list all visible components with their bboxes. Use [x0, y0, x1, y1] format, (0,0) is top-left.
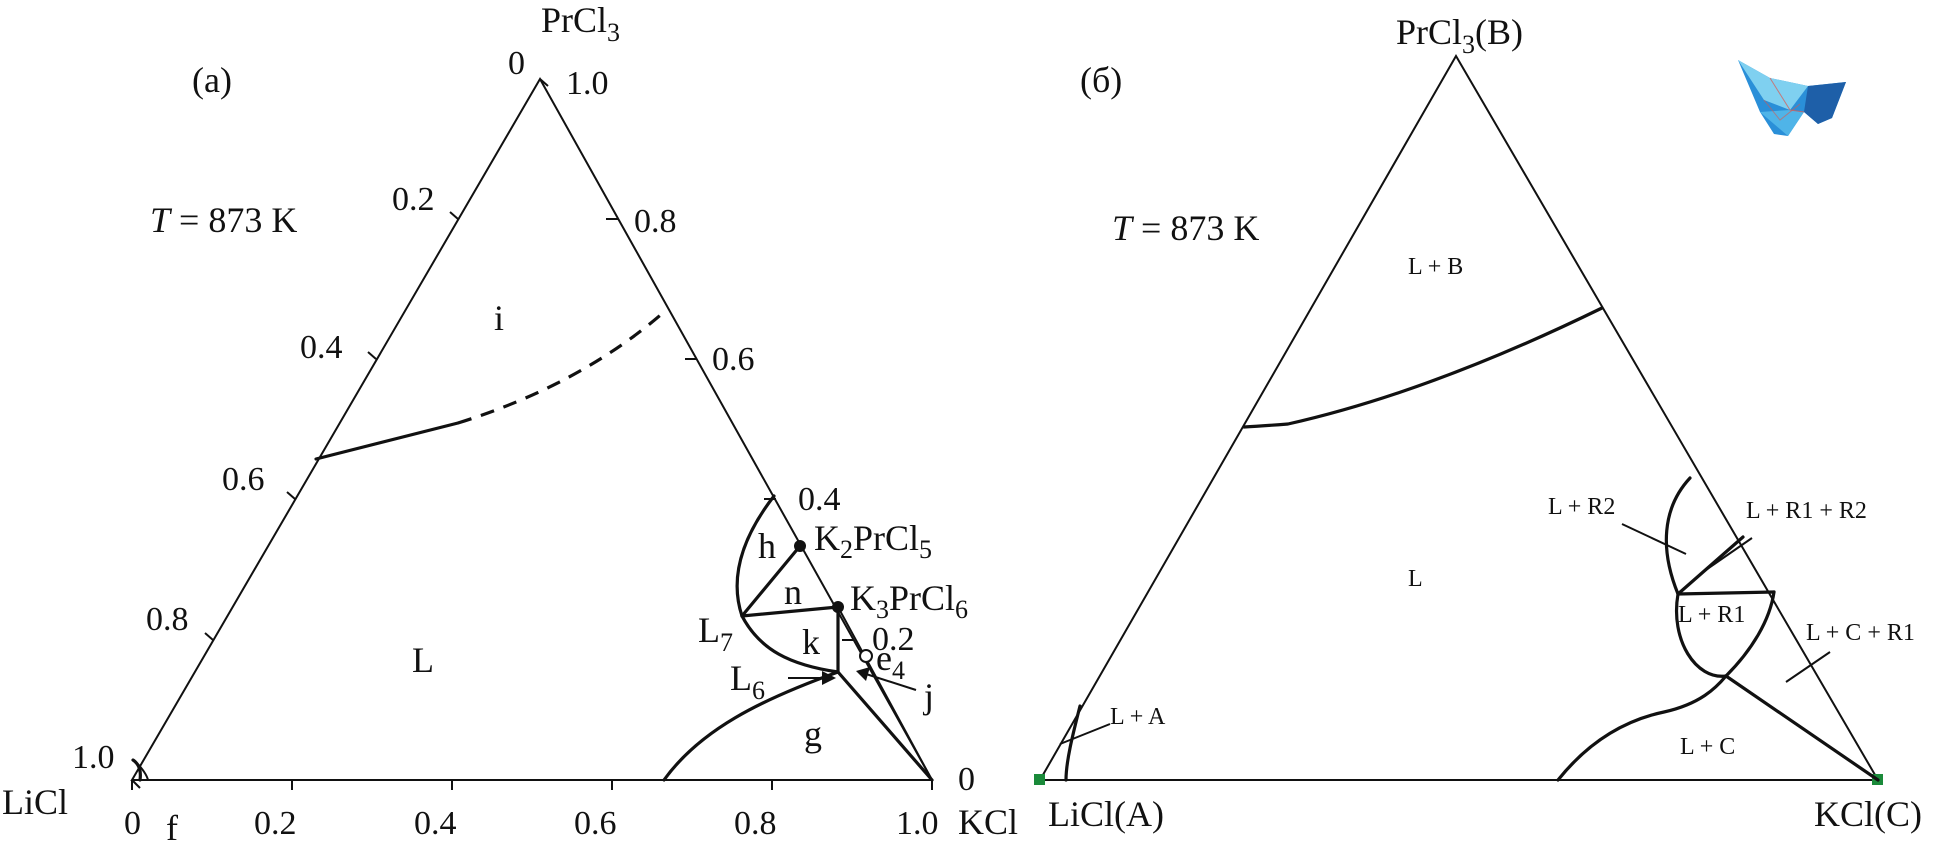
panel-a-label-K2PrCl5: K2PrCl5 — [814, 518, 932, 564]
panel-a-right-tick-0: 0 — [958, 761, 975, 798]
panel-b-region-L-B: L + B — [1408, 254, 1463, 280]
panel-a-label-K3PrCl6: K3PrCl6 — [850, 578, 968, 624]
panel-a-point-e4 — [859, 649, 873, 663]
panel-a: 0 0.2 0.4 0.6 0.8 1.0 1.0 0.8 0.6 0.4 0.… — [2, 0, 1018, 848]
panel-a-region-n: n — [784, 572, 802, 612]
panel-b-region-L-R1: L + R1 — [1678, 602, 1745, 628]
panel-a-right-tick-1.0: 1.0 — [566, 65, 609, 102]
panel-b-region-L-R1-R2: L + R1 + R2 — [1746, 498, 1867, 524]
panel-a-region-L: L — [412, 640, 434, 680]
panel-a-right-tick-0.8: 0.8 — [634, 203, 677, 240]
panel-b-vertex-left: LiCl(A) — [1048, 794, 1164, 834]
panel-a-bottom-tick-0.2: 0.2 — [254, 805, 297, 842]
panel-b-vertex-top: PrCl3(B) — [1396, 12, 1523, 59]
panel-a-label-L6: L6 — [730, 658, 765, 705]
panel-a-bottom-tick-0.4: 0.4 — [414, 805, 457, 842]
panel-a-boundary-L7-L6 — [740, 614, 840, 674]
panel-a-left-ticks — [131, 78, 549, 789]
panel-a-left-tick-1.0: 1.0 — [72, 739, 115, 776]
panel-a-region-h: h — [758, 526, 776, 566]
panel-b-region-L: L — [1408, 566, 1423, 592]
panel-a-label: (a) — [192, 60, 232, 100]
panel-b-boundary-C-left — [1556, 674, 1728, 782]
panel-b-triangle — [1038, 54, 1880, 781]
panel-a-region-k: k — [802, 622, 820, 662]
panel-a-right-tick-0.2: 0.2 — [872, 621, 915, 658]
logo-icon — [1738, 60, 1846, 136]
panel-a-bottom-tick-1.0: 1.0 — [896, 805, 939, 842]
panel-b-boundary-L-B — [1242, 306, 1604, 429]
panel-a-left-tick-0: 0 — [508, 45, 525, 82]
panel-a-boundary-g-left — [662, 670, 840, 782]
panel-b-pointer-A — [1059, 723, 1111, 745]
panel-a-bottom-tick-0: 0 — [124, 805, 141, 842]
panel-a-left-tick-0.6: 0.6 — [222, 461, 265, 498]
panel-a-right-tick-0.4: 0.4 — [798, 481, 841, 518]
panel-a-left-tick-0.8: 0.8 — [146, 601, 189, 638]
panel-a-right-ticks — [606, 218, 854, 641]
panel-a-boundary-h-n — [740, 544, 802, 618]
panel-a-label-j: j — [922, 676, 934, 716]
panel-b-boundary-C-right — [1724, 674, 1880, 782]
panel-b: PrCl3(B) LiCl(A) KCl(C) (б) T = 873 K L … — [1034, 12, 1922, 834]
panel-a-region-g: g — [804, 714, 822, 754]
panel-b-temperature: T = 873 K — [1112, 208, 1259, 248]
panel-a-label-f: f — [166, 808, 178, 848]
panel-b-region-L-C: L + C — [1680, 734, 1735, 760]
panel-a-bottom-tick-0.8: 0.8 — [734, 805, 777, 842]
panel-b-region-L-A: L + A — [1110, 704, 1166, 730]
panel-a-left-tick-0.2: 0.2 — [392, 181, 435, 218]
panel-a-arrow-j — [865, 673, 917, 691]
panel-a-vertex-right: KCl — [958, 802, 1018, 842]
panel-a-left-tick-0.4: 0.4 — [300, 329, 343, 366]
panel-b-pointer-R1R2 — [1699, 537, 1753, 575]
panel-b-boundary-R1-top — [1676, 590, 1776, 596]
panel-a-point-K3PrCl6 — [832, 601, 844, 613]
panel-b-region-L-R2: L + R2 — [1548, 494, 1615, 520]
panel-b-vertex-right: KCl(C) — [1814, 794, 1922, 834]
panel-a-region-i: i — [494, 298, 504, 338]
panel-b-region-L-C-R1: L + C + R1 — [1806, 620, 1915, 646]
panel-a-bottom-ticks — [131, 780, 933, 790]
panel-a-boundary-g-right — [836, 670, 934, 782]
panel-b-boundary-R2-R1R2 — [1676, 535, 1745, 596]
panel-a-boundary-i-dashed — [457, 310, 666, 425]
panel-a-right-tick-0.6: 0.6 — [712, 341, 755, 378]
panel-b-pointer-CR1 — [1785, 651, 1831, 683]
panel-a-vertex-top: PrCl3 — [541, 0, 620, 47]
panel-a-boundary-h-outer — [735, 494, 776, 618]
panel-b-label: (б) — [1080, 60, 1122, 100]
panel-a-label-L7: L7 — [698, 610, 733, 657]
panel-a-bottom-tick-0.6: 0.6 — [574, 805, 617, 842]
panel-b-boundary-R1-right — [1724, 590, 1776, 678]
panel-b-pointer-R2 — [1621, 523, 1687, 555]
panel-a-triangle — [130, 76, 934, 781]
panel-a-tieline-K3PrCl6-KCl — [837, 606, 933, 781]
panel-a-boundary-n-k — [740, 605, 840, 618]
panel-b-marker-licl — [1034, 774, 1045, 785]
panel-b-boundary-A — [1064, 704, 1082, 782]
panel-a-vertex-left: LiCl — [2, 782, 68, 822]
panel-a-point-K2PrCl5 — [794, 540, 806, 552]
panel-a-boundary-i-solid — [314, 421, 460, 461]
panel-a-temperature: T = 873 K — [150, 200, 297, 240]
panel-a-label-e4: e4 — [876, 638, 905, 685]
